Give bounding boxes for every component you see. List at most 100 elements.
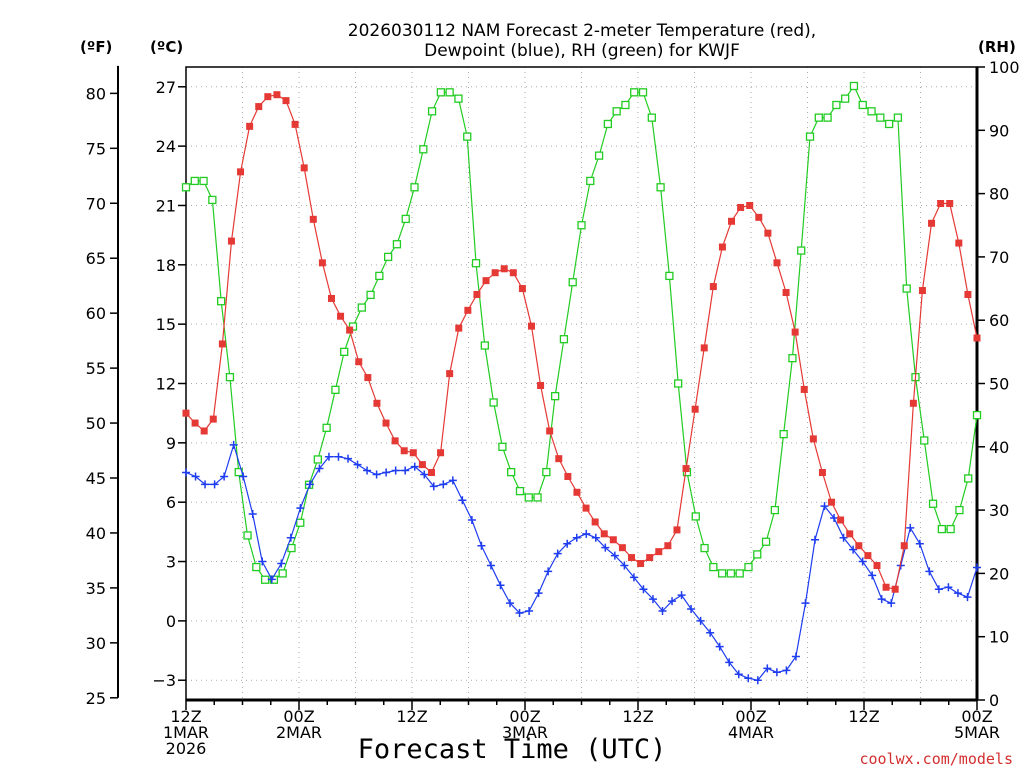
rh-point: [946, 524, 955, 534]
dewpoint-point: [258, 557, 267, 566]
dewpoint-point: [420, 470, 429, 479]
temperature-point: [918, 287, 926, 295]
temperature-point: [664, 542, 672, 550]
dewpoint-point: [658, 606, 667, 615]
rh-point: [902, 284, 911, 293]
rh-point: [489, 398, 498, 407]
dewpoint-point: [639, 585, 648, 594]
dewpoint-point: [706, 628, 715, 637]
dewpoint-point: [382, 468, 391, 477]
dewpoint-point: [687, 605, 696, 614]
chart-axes: [110, 65, 985, 710]
rh-point: [726, 569, 736, 578]
x-tick-label: 12Z: [396, 707, 427, 726]
temperature-point: [518, 285, 526, 293]
temperature-point: [837, 516, 845, 524]
temperature-point: [264, 93, 272, 101]
fahrenheit-tick-label: 25: [86, 689, 106, 708]
rh-point: [964, 474, 973, 483]
rh-point: [313, 455, 322, 464]
dewpoint-point: [763, 664, 772, 673]
rh-point: [805, 132, 815, 141]
rh-point: [401, 214, 410, 224]
rh-point: [621, 100, 630, 110]
dewpoint-point: [782, 666, 791, 675]
rh-point: [480, 341, 489, 350]
rh-point: [612, 107, 621, 116]
dewpoint-point: [934, 585, 943, 594]
x-tick-label: 12Z: [170, 707, 201, 726]
rh-point: [217, 297, 226, 306]
rh-point: [893, 113, 903, 122]
temperature-point: [600, 530, 608, 538]
dewpoint-point: [830, 514, 839, 523]
temperature-point: [800, 385, 808, 393]
dewpoint-point: [439, 480, 448, 489]
rh-point: [208, 195, 217, 205]
celsius-tick-label: 12: [156, 375, 176, 394]
rh-point: [884, 119, 894, 129]
x-tick-label: 00Z: [283, 707, 314, 726]
rh-tick-label: 80: [989, 185, 1009, 204]
x-tick-label: 4MAR: [728, 723, 774, 742]
dewpoint-point: [601, 543, 610, 552]
rh-point: [797, 246, 806, 255]
temperature-point: [728, 217, 736, 225]
dewpoint-point: [344, 454, 353, 463]
rh-point: [779, 429, 788, 439]
temperature-point: [628, 554, 636, 562]
rh-tick-label: 10: [989, 628, 1009, 647]
dewpoint-point: [477, 541, 486, 550]
rh-point: [770, 505, 780, 515]
dewpoint-point: [715, 642, 724, 651]
dewpoint-point: [772, 668, 781, 677]
dewpoint-point: [286, 533, 295, 542]
rh-point: [876, 113, 885, 122]
dewpoint-point: [410, 462, 419, 471]
dewpoint-point: [610, 551, 619, 560]
x-tick-label: 00Z: [509, 707, 540, 726]
dewpoint-point: [677, 591, 686, 600]
temperature-point: [937, 199, 945, 207]
fahrenheit-tick-label: 75: [86, 139, 106, 158]
dewpoint-point: [220, 472, 229, 481]
x-tick-label: 12Z: [848, 707, 879, 726]
x-tick-label: 12Z: [622, 707, 653, 726]
temperature-point: [318, 259, 326, 267]
dewpoint-point: [429, 482, 438, 491]
rh-point: [243, 531, 252, 540]
rh-point: [471, 259, 481, 268]
temperature-point: [200, 427, 208, 435]
temperature-point: [282, 97, 290, 105]
x-tick-label: 00Z: [961, 707, 992, 726]
dewpoint-point: [506, 599, 515, 608]
temperature-point: [273, 91, 281, 99]
rh-point: [788, 354, 797, 363]
rh-point: [296, 518, 305, 527]
rh-point: [507, 467, 516, 477]
dewpoint-point: [620, 561, 629, 570]
temperature-point: [427, 469, 435, 477]
dewpoint-point: [753, 676, 762, 685]
dewpoint-point: [324, 452, 333, 461]
temperature-point: [391, 437, 399, 445]
temperature-point: [246, 122, 254, 130]
temperature-point: [764, 229, 772, 237]
temperature-point: [682, 465, 690, 473]
celsius-tick-label: −3: [152, 671, 176, 690]
rh-point: [515, 486, 525, 496]
rh-point: [849, 81, 859, 91]
rh-point: [375, 271, 384, 281]
rh-point: [586, 176, 595, 186]
temperature-point: [882, 583, 890, 591]
x-axis-label: Forecast Time (UTC): [358, 734, 667, 765]
dewpoint-point: [572, 533, 581, 542]
dewpoint-point: [648, 595, 657, 604]
temperature-point: [900, 542, 908, 550]
rh-point: [322, 423, 331, 432]
temperature-point: [546, 427, 554, 435]
chart-title-line1: 2026030112 NAM Forecast 2-meter Temperat…: [348, 21, 816, 41]
dewpoint-point: [887, 599, 896, 608]
temperature-point: [737, 203, 745, 211]
dewpoint-point: [629, 573, 638, 582]
